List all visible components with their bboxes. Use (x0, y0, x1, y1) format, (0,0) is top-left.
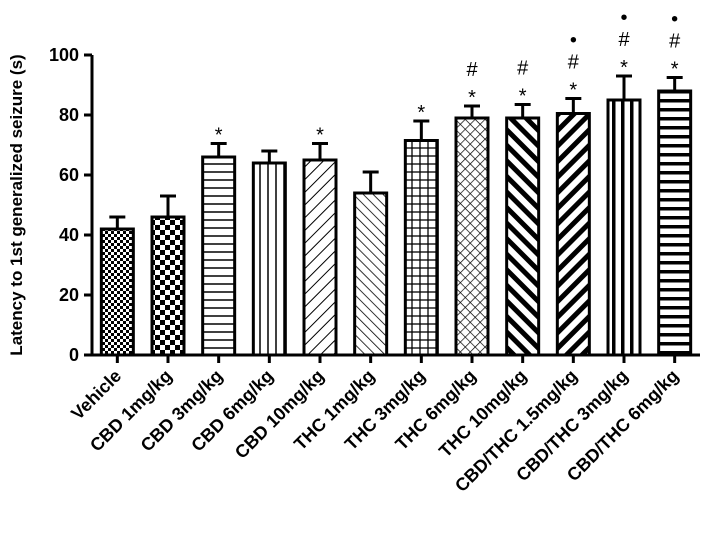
significance-marker: # (466, 59, 478, 81)
bar (606, 98, 642, 357)
bar (454, 116, 490, 357)
significance-marker: • (620, 7, 627, 29)
y-tick-label: 100 (49, 45, 79, 65)
bars: * ***#*#*#•*#•*#• (99, 7, 693, 357)
bar-group: *# (505, 58, 541, 357)
bar (99, 227, 135, 357)
significance-marker: * (671, 59, 679, 81)
y-tick-label: 40 (59, 225, 79, 245)
bar (505, 116, 541, 357)
y-tick-label: 80 (59, 105, 79, 125)
significance-marker: * (519, 86, 527, 108)
significance-marker: # (618, 29, 630, 51)
bar (251, 161, 287, 357)
significance-marker: # (517, 58, 529, 80)
significance-marker: * (468, 87, 476, 109)
bar-group (353, 170, 389, 357)
significance-marker: * (215, 125, 223, 147)
x-tick-label: THC 10mg/kg (435, 366, 530, 461)
significance-marker: • (570, 30, 577, 52)
bar (302, 158, 338, 357)
bar-group: * (201, 125, 237, 357)
significance-marker: * (569, 80, 577, 102)
bar (201, 155, 237, 357)
significance-marker: # (568, 52, 580, 74)
y-tick-label: 60 (59, 165, 79, 185)
significance-marker: # (669, 31, 681, 53)
significance-marker: • (671, 9, 678, 31)
bar-group: * #• (555, 30, 591, 357)
bar-group (251, 149, 287, 357)
y-tick-label: 0 (69, 345, 79, 365)
x-tick-label: CBD 10mg/kg (231, 366, 328, 463)
bar (555, 112, 591, 357)
bar (353, 191, 389, 357)
bar-group (150, 194, 186, 357)
significance-marker: * (417, 102, 425, 124)
y-axis: 0 20 40 60 80 100 (49, 45, 94, 365)
bar (150, 215, 186, 357)
bar-group (99, 215, 135, 357)
y-tick-label: 20 (59, 285, 79, 305)
significance-marker: * (620, 57, 628, 79)
bar (403, 139, 439, 357)
bar-group: * (403, 102, 439, 357)
significance-marker: * (316, 125, 324, 147)
bar (657, 89, 693, 357)
bar-group: * (302, 125, 338, 357)
y-axis-label: Latency to 1st generalized seizure (s) (7, 54, 26, 355)
bar-group: *# (454, 59, 490, 357)
bar-group: * #• (657, 9, 693, 357)
bar-group: * #• (606, 7, 642, 357)
